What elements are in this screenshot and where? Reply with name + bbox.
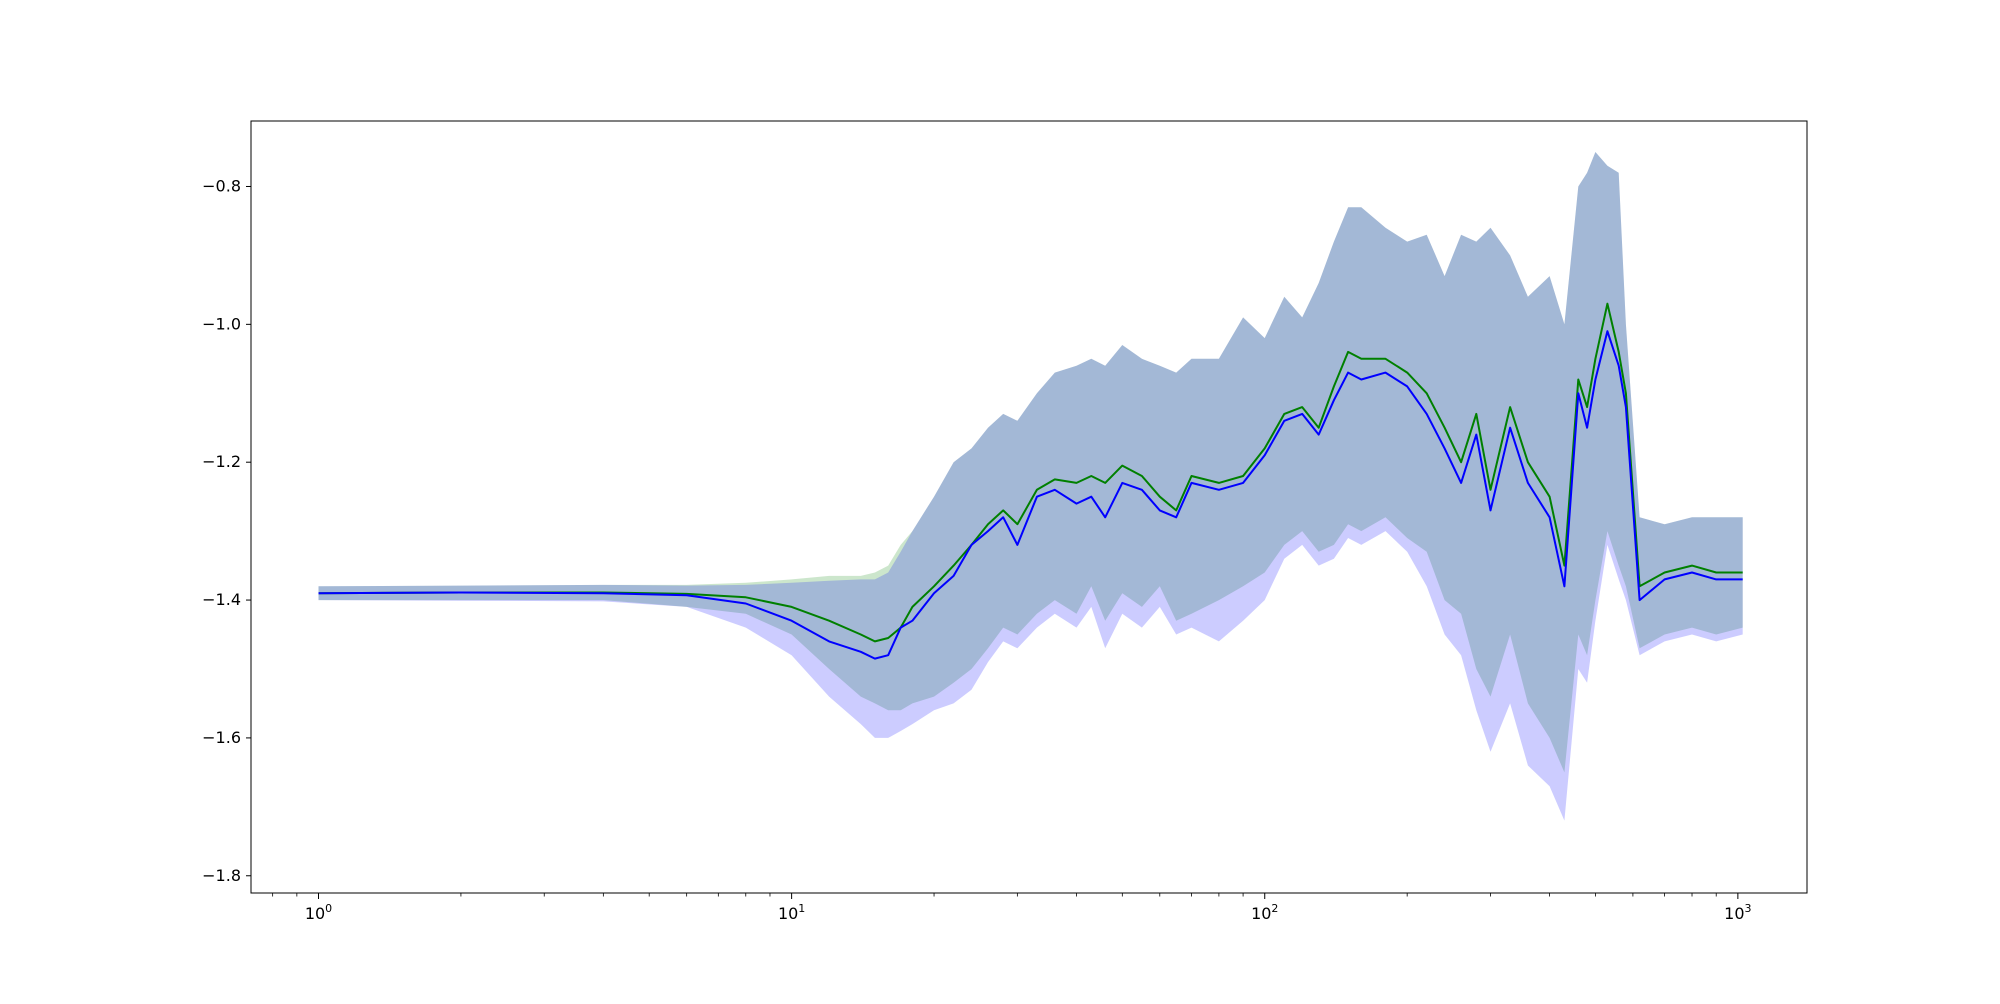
series-0-line xyxy=(318,302,1743,643)
y-tick-label: −0.8 xyxy=(202,176,241,195)
plot-frame xyxy=(250,120,1808,894)
series-1-line xyxy=(318,330,1743,660)
x-tick-label: 101 xyxy=(778,902,805,923)
tick-layer: −0.8 −1.0 −1.2 −1.4 −1.6 −1.8 100 101 102 103 xyxy=(202,176,1751,923)
y-tick-label: −1.8 xyxy=(202,866,241,885)
x-tick-label: 100 xyxy=(305,902,332,923)
y-tick-label: −1.4 xyxy=(202,590,241,609)
y-tick-label: −1.2 xyxy=(202,452,241,471)
series-1-band xyxy=(318,152,1743,821)
y-tick-label: −1.0 xyxy=(202,314,241,333)
x-tick-label: 103 xyxy=(1724,902,1751,923)
line-layer xyxy=(318,302,1743,660)
x-tick-label: 102 xyxy=(1251,902,1278,923)
series-0-band xyxy=(318,152,1743,773)
band-layer xyxy=(318,152,1743,821)
y-tick-label: −1.6 xyxy=(202,728,241,747)
